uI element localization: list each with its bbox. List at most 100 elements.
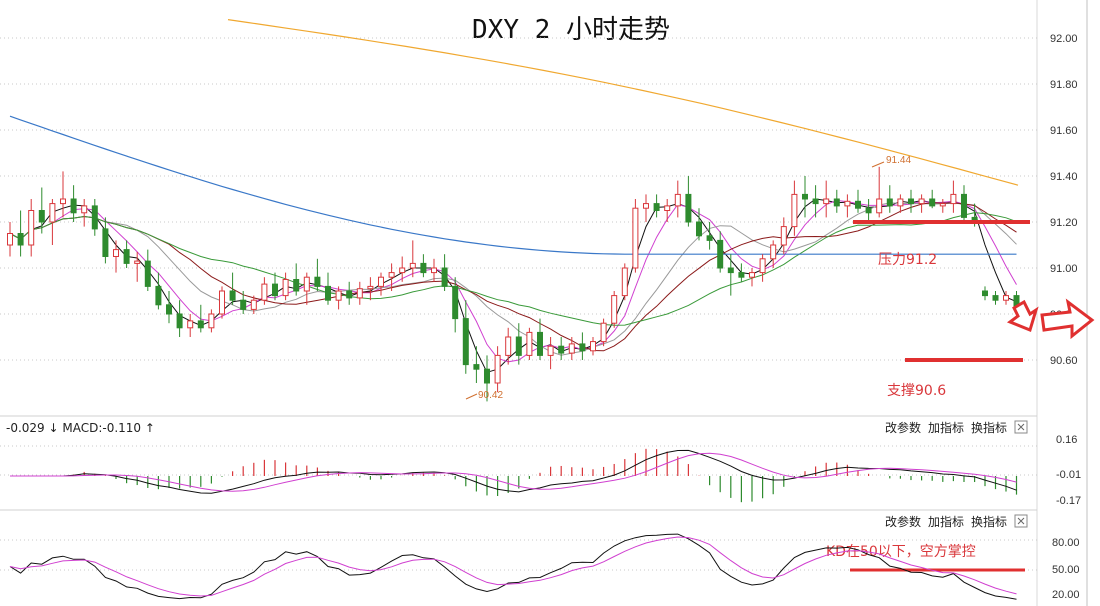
kd-annotation: KD在50以下，空方掌控 xyxy=(826,544,976,560)
down-arrow-icon xyxy=(1006,299,1039,333)
candle-body xyxy=(155,285,162,306)
candle-body xyxy=(897,198,904,207)
candle-body xyxy=(611,295,618,324)
candle-body xyxy=(335,290,342,301)
candle-body xyxy=(49,203,56,223)
candle-body xyxy=(250,299,257,310)
low-label: 90.42 xyxy=(478,390,503,401)
candle-body xyxy=(314,276,321,287)
candle-body xyxy=(399,267,406,274)
candle-body xyxy=(918,198,925,205)
candle-body xyxy=(7,233,13,246)
candle-body xyxy=(568,343,575,354)
macd-button-params[interactable]: 改参数 xyxy=(885,420,921,435)
candle-body xyxy=(176,313,183,329)
candle-body xyxy=(939,203,946,207)
candle-body xyxy=(748,272,755,278)
candle-body xyxy=(346,290,353,299)
price-tick-label: 91.40 xyxy=(1050,171,1078,183)
candle-body xyxy=(791,193,798,228)
kd-button-switch[interactable]: 换指标 xyxy=(971,514,1007,529)
candle-body xyxy=(854,200,861,209)
candle-body xyxy=(441,267,448,287)
candle-body xyxy=(823,198,830,205)
right-arrow-icon xyxy=(1040,298,1095,340)
candle-body xyxy=(452,285,459,320)
candle-body xyxy=(653,203,660,212)
candle-body xyxy=(876,198,883,214)
price-tick-label: 90.60 xyxy=(1050,355,1078,367)
candle-body xyxy=(91,205,98,230)
high-label: 91.44 xyxy=(886,155,911,166)
candle-body xyxy=(727,267,734,274)
kd-tick-2: 20.00 xyxy=(1052,589,1080,601)
price-tick-label: 91.80 xyxy=(1050,79,1078,91)
macd-button-switch[interactable]: 换指标 xyxy=(971,420,1007,435)
candle-body xyxy=(187,320,194,329)
candle-body xyxy=(589,341,596,352)
candle-body xyxy=(558,345,565,354)
candle-body xyxy=(801,193,808,200)
close-icon xyxy=(1017,423,1025,431)
macd-button-add[interactable]: 加指标 xyxy=(928,420,964,435)
kd-close-button[interactable] xyxy=(1014,514,1028,528)
moving-average-lines xyxy=(9,19,1019,373)
kd-k-line xyxy=(9,533,1017,600)
candle-body xyxy=(717,239,724,269)
candlesticks xyxy=(7,166,1020,402)
kd-button-add[interactable]: 加指标 xyxy=(928,514,964,529)
candle-body xyxy=(218,290,225,315)
candle-body xyxy=(473,364,480,370)
candle-body xyxy=(759,258,766,274)
chart-title: DXY 2 小时走势 xyxy=(472,15,670,45)
ma-14-line xyxy=(9,202,1017,352)
candle-body xyxy=(579,343,586,352)
candle-body xyxy=(950,193,957,205)
macd-tick-0: 0.16 xyxy=(1056,434,1077,446)
candle-body xyxy=(674,193,681,207)
candle-body xyxy=(28,210,35,246)
macd-histogram xyxy=(10,448,1018,503)
candle-body xyxy=(664,205,671,211)
candle-body xyxy=(409,262,416,269)
candle-body xyxy=(886,198,893,207)
macd-readout: -0.029 ↓ MACD:-0.110 ↑ xyxy=(6,421,155,435)
candle-body xyxy=(134,260,141,264)
candle-body xyxy=(112,249,119,258)
candle-body xyxy=(208,313,215,329)
candle-body xyxy=(833,198,840,207)
candle-body xyxy=(430,267,437,274)
candle-body xyxy=(462,318,469,366)
candle-body xyxy=(685,193,692,223)
candle-body xyxy=(144,260,151,287)
candle-body xyxy=(303,276,310,292)
macd-buttons: 改参数 加指标 换指标 xyxy=(885,420,1028,435)
candle-body xyxy=(907,198,914,205)
candle-body xyxy=(102,228,109,257)
price-tick-label: 91.00 xyxy=(1050,263,1078,275)
candle-body xyxy=(81,205,88,214)
kd-button-params[interactable]: 改参数 xyxy=(885,514,921,529)
price-grid xyxy=(0,37,1037,571)
candle-body xyxy=(632,207,639,269)
candle-body xyxy=(738,272,745,278)
kd-buttons: 改参数 加指标 换指标 xyxy=(885,514,1028,529)
close-icon xyxy=(1017,517,1025,525)
candle-body xyxy=(642,203,649,209)
candle-body xyxy=(59,198,66,205)
candle-body xyxy=(367,285,374,290)
macd-dea-line xyxy=(10,452,1017,492)
candle-body xyxy=(780,226,787,246)
candle-body xyxy=(240,299,247,310)
candle-body xyxy=(844,200,851,207)
price-tick-label: 91.60 xyxy=(1050,125,1078,137)
candle-body xyxy=(695,221,702,237)
price-tick-label: 91.20 xyxy=(1050,217,1078,229)
candle-body xyxy=(770,244,777,260)
macd-close-button[interactable] xyxy=(1014,420,1028,434)
candle-body xyxy=(70,198,77,214)
candle-body xyxy=(293,279,300,292)
candle-body xyxy=(621,267,628,297)
candle-body xyxy=(388,272,395,278)
